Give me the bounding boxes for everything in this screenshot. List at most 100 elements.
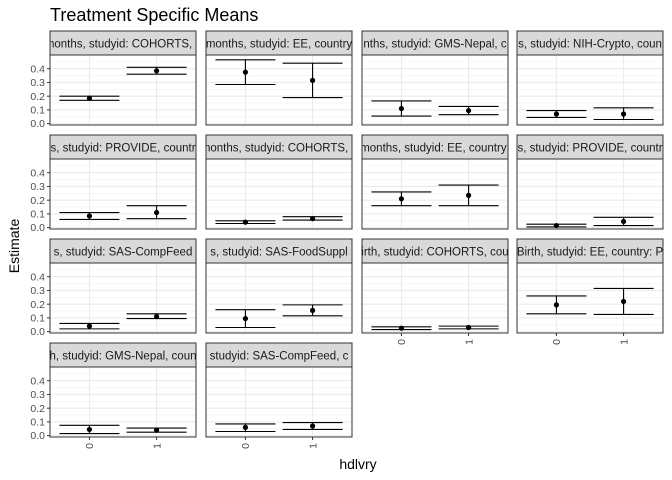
estimate-point [465,324,472,331]
facet-panel: Birth, studyid: EE, country: P 0 1 [516,238,664,345]
panel-background [50,367,196,437]
panel-background [517,55,663,125]
panel-border [361,54,509,126]
facet-panel: studyid: SAS-CompFeed, c 0 1 [205,342,353,449]
panel-border [49,54,197,126]
panel-background [50,55,196,125]
y-tick-label: 0.3 [30,389,45,401]
panel-background [50,159,196,229]
facet-panel: months, studyid: EE, country: [360,134,510,230]
panel-background [206,263,352,333]
estimate-point [153,209,160,216]
facet-strip-label: s, studyid: PROVIDE, countr [517,143,662,155]
facet-strip-label: months, studyid: EE, country: [360,143,510,155]
estimate-point [553,222,560,229]
estimate-point [309,307,316,313]
facet-panel: h, studyid: GMS-Nepal, coun 0.00.1 0.2 0.3 0… [30,342,197,449]
facet-panel: months, studyid: COHORTS, c [201,134,358,230]
facet-strip [205,342,353,368]
estimate-point [309,77,316,83]
panel-background [362,263,508,333]
estimate-point [553,111,560,117]
facet-strip-label: irth, studyid: COHORTS, cou [361,247,508,259]
panel-border [361,262,509,334]
panel-border [516,158,664,230]
facet-strip [49,30,197,56]
facet-panel: s, studyid: NIH-Crypto, coun [516,30,664,126]
facet-strip-label: nths, studyid: GMS-Nepal, c [363,39,506,51]
facet-strip [205,238,353,264]
y-tick-label: 0.2 [30,91,45,103]
facet-strip [205,30,353,56]
x-tick-label: 0 [551,339,563,345]
panel-border [205,262,353,334]
facet-panels: months, studyid: COHORTS, c0.00.10.20.30… [30,30,664,449]
facet-strip-label: months, studyid: EE, country [206,39,353,51]
facet-strip [516,30,664,56]
estimate-point [620,218,627,225]
panel-border [205,158,353,230]
estimate-point [242,69,249,75]
panel-border [516,262,664,334]
estimate-point [86,213,93,219]
y-tick-label: 0.2 [30,403,45,415]
x-tick-label: 0 [84,443,96,449]
facet-strip-label: s, studyid: SAS-CompFeed [54,247,193,259]
facet-panel: s, studyid: PROVIDE, countr 0.00.1 0.2 0.3 0… [30,134,197,234]
estimate-point [242,315,249,322]
panel-border [49,366,197,438]
facet-strip-label: Birth, studyid: EE, country: P [517,247,664,259]
facet-panel: months, studyid: COHORTS, c 0.00.1 0.2 0.3 0… [30,30,197,130]
y-tick-label: 0.2 [30,299,45,311]
panel-background [362,159,508,229]
x-tick-label: 1 [151,443,163,449]
estimate-point [309,216,316,222]
facet-strip [361,30,509,56]
estimate-point [465,192,472,198]
y-tick-label: 0.4 [30,167,45,179]
facet-panel: irth, studyid: COHORTS, cou 0 1 [361,238,509,345]
estimate-point [86,323,93,329]
y-tick-label: 0.1 [30,105,45,117]
estimate-point [86,95,93,101]
y-tick-label: 0.1 [30,209,45,221]
y-tick-label: 0.0 [30,118,45,130]
panel-background [50,263,196,333]
estimate-point [398,196,405,202]
facet-strip-label: s, studyid: PROVIDE, countr [50,143,195,155]
facet-strip [49,134,197,160]
estimate-point [153,68,160,74]
facet-panel: months, studyid: EE, country [205,30,353,126]
panel-background [517,263,663,333]
y-tick-label: 0.1 [30,417,45,429]
facet-strip-label: studyid: SAS-CompFeed, c [210,351,349,363]
panel-border [516,54,664,126]
x-tick-label: 1 [463,339,475,345]
panel-background [206,367,352,437]
y-tick-label: 0.3 [30,285,45,297]
x-tick-label: 1 [618,339,630,345]
y-tick-label: 0.2 [30,195,45,207]
facet-panel: s, studyid: SAS-CompFeed 0.00.1 0.2 0.3 0.4 [30,238,197,338]
facet-panel: s, studyid: PROVIDE, countr [516,134,664,230]
y-tick-label: 0.4 [30,375,45,387]
panel-background [206,159,352,229]
estimate-point [153,427,160,433]
estimate-point [153,313,160,320]
facet-strip [49,238,197,264]
y-tick-label: 0.0 [30,430,45,442]
estimate-point [242,219,249,225]
facet-strip-label: s, studyid: SAS-FoodSuppl [210,247,347,259]
facet-strip-label: months, studyid: COHORTS, c [201,143,358,155]
panel-background [362,55,508,125]
facet-panel: nths, studyid: GMS-Nepal, c [361,30,509,126]
facet-strip [361,238,509,264]
panel-border [205,54,353,126]
y-tick-label: 0.0 [30,326,45,338]
estimate-point [86,426,93,433]
y-tick-label: 0.4 [30,63,45,75]
estimate-point [398,325,405,331]
y-tick-label: 0.0 [30,222,45,234]
chart-title: Treatment Specific Means [50,5,258,25]
